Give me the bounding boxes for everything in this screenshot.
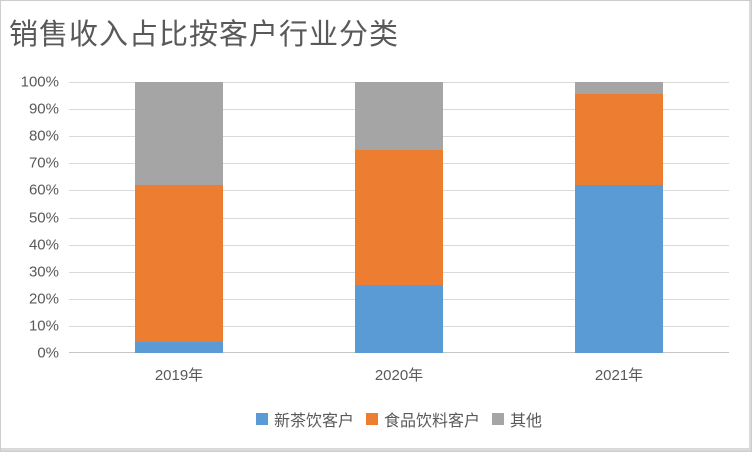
y-axis-labels: 0% 10% 20% 30% 40% 50% 60% 70% 80% 90% 100% [1, 75, 59, 361]
legend-label: 其他 [510, 413, 543, 430]
bar-segment-2-cat-2 [355, 149, 443, 286]
legend-swatch-icon [365, 413, 378, 425]
y-tick-label: 40% [28, 236, 59, 254]
bar-segment-2-cat-1 [135, 185, 223, 343]
bar-segment-3-cat-2 [355, 82, 443, 150]
bar-segment-1-cat-3 [575, 184, 663, 353]
y-tick-label: 30% [28, 263, 59, 281]
legend-label: 食品饮料客户 [383, 413, 480, 430]
bar-segment-3-cat-3 [575, 82, 663, 95]
y-tick-label: 0% [37, 344, 59, 362]
legend: 新茶饮客户 食品饮料客户 其他 [69, 407, 729, 431]
legend-item: 新茶饮客户 [255, 407, 354, 431]
x-axis-labels: 2019年 2020年 2021年 [69, 364, 729, 386]
bar-segment-2-cat-3 [575, 94, 663, 185]
x-axis-label: 2021年 [594, 367, 644, 384]
y-tick-label: 90% [28, 100, 59, 118]
y-tick-label: 60% [28, 181, 59, 199]
legend-swatch-icon [492, 413, 504, 425]
legend-swatch-icon [255, 413, 268, 425]
bar-segment-1-cat-1 [135, 342, 223, 353]
y-tick-label: 100% [20, 73, 59, 91]
x-axis-label: 2020年 [374, 367, 424, 384]
chart-title: 销售收入占比按客户行业分类 [9, 19, 400, 51]
y-tick-label: 20% [28, 290, 59, 308]
y-tick-label: 50% [28, 209, 59, 226]
y-tick-label: 70% [28, 154, 59, 172]
plot-area [69, 82, 729, 353]
legend-item: 其他 [492, 407, 542, 431]
legend-label: 新茶饮客户 [273, 413, 354, 430]
bar-segment-1-cat-2 [355, 285, 443, 353]
legend-item: 食品饮料客户 [365, 407, 480, 431]
y-tick-label: 10% [28, 317, 59, 335]
x-axis-label: 2019年 [154, 367, 204, 384]
bar-segment-3-cat-1 [135, 82, 223, 185]
y-tick-label: 80% [28, 127, 59, 145]
